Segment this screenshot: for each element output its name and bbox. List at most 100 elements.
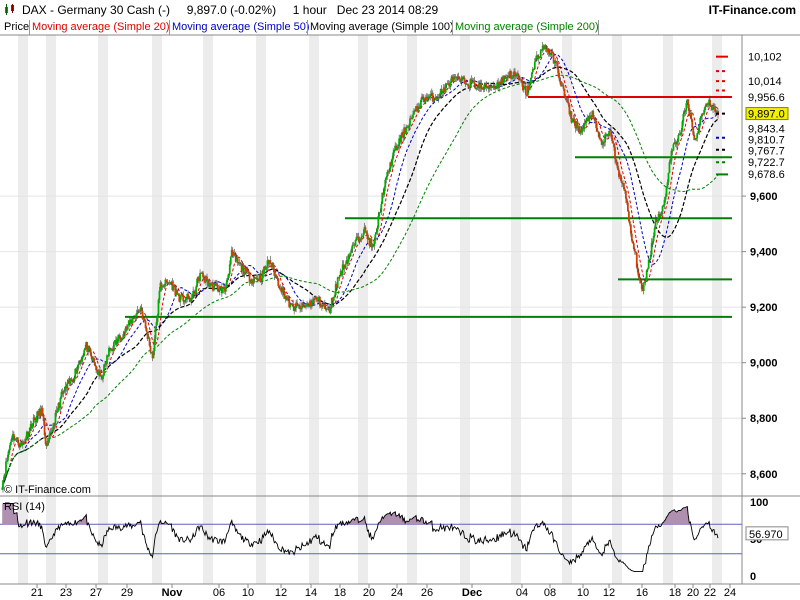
candle-body[interactable]	[14, 438, 17, 440]
candle-body[interactable]	[320, 304, 323, 307]
candle-body[interactable]	[364, 227, 367, 232]
candle-body[interactable]	[399, 138, 402, 143]
candle-body[interactable]	[76, 368, 79, 374]
candle-body[interactable]	[170, 281, 173, 283]
candle-body[interactable]	[434, 98, 437, 100]
candle-body[interactable]	[242, 265, 245, 275]
candle-body[interactable]	[95, 366, 97, 371]
candle-body[interactable]	[567, 101, 570, 105]
candle-body[interactable]	[470, 79, 473, 83]
candle-body[interactable]	[281, 287, 284, 293]
candle-body[interactable]	[144, 320, 147, 329]
candle-body[interactable]	[443, 87, 446, 93]
candle-body[interactable]	[272, 263, 275, 269]
candle-body[interactable]	[81, 356, 84, 362]
candle-body[interactable]	[487, 86, 490, 90]
candle-body[interactable]	[707, 104, 709, 106]
candle-body[interactable]	[550, 51, 553, 53]
candle-body[interactable]	[11, 433, 14, 438]
candle-body[interactable]	[663, 199, 666, 206]
candle-body[interactable]	[675, 143, 678, 145]
candle-body[interactable]	[167, 282, 170, 284]
ma100-line[interactable]	[1, 66, 719, 490]
candle-body[interactable]	[541, 45, 544, 50]
candle-body[interactable]	[422, 97, 425, 103]
candle-body[interactable]	[215, 283, 217, 285]
candle-body[interactable]	[265, 267, 268, 270]
candle-body[interactable]	[185, 299, 188, 301]
candle-body[interactable]	[510, 71, 512, 79]
candle-body[interactable]	[485, 82, 488, 88]
candle-body[interactable]	[22, 441, 25, 444]
legend-item-ma100[interactable]: Moving average (Simple 100)	[310, 21, 454, 33]
candle-body[interactable]	[441, 91, 444, 93]
candle-body[interactable]	[448, 84, 451, 87]
candle-body[interactable]	[498, 83, 501, 88]
candle-body[interactable]	[53, 423, 56, 426]
candle-body[interactable]	[418, 106, 420, 108]
candle-body[interactable]	[259, 274, 262, 281]
candle-body[interactable]	[653, 227, 656, 236]
candle-body[interactable]	[318, 296, 321, 306]
candle-body[interactable]	[338, 275, 341, 278]
candle-body[interactable]	[491, 86, 494, 88]
candle-body[interactable]	[273, 268, 276, 276]
candle-body[interactable]	[306, 303, 308, 306]
candle-body[interactable]	[181, 294, 184, 296]
candle-body[interactable]	[91, 356, 94, 361]
candle-body[interactable]	[346, 259, 349, 263]
candle-body[interactable]	[503, 76, 505, 83]
candle-body[interactable]	[696, 133, 699, 139]
candle-body[interactable]	[316, 296, 318, 301]
candle-body[interactable]	[641, 288, 644, 291]
candle-body[interactable]	[529, 77, 532, 85]
candle-body[interactable]	[654, 219, 657, 228]
candle-body[interactable]	[353, 244, 356, 246]
candle-body[interactable]	[497, 82, 500, 88]
candle-body[interactable]	[109, 348, 111, 351]
candle-body[interactable]	[451, 76, 454, 83]
candle-body[interactable]	[164, 279, 167, 286]
candle-body[interactable]	[200, 272, 202, 274]
candle-body[interactable]	[577, 126, 580, 129]
candle-body[interactable]	[291, 303, 294, 305]
candle-body[interactable]	[309, 300, 311, 306]
candle-body[interactable]	[113, 342, 115, 351]
candle-body[interactable]	[125, 326, 128, 330]
candle-body[interactable]	[531, 69, 534, 73]
candle-body[interactable]	[321, 304, 324, 306]
candle-body[interactable]	[202, 272, 204, 278]
candle-body[interactable]	[424, 96, 427, 102]
candle-body[interactable]	[591, 111, 594, 116]
candle-body[interactable]	[296, 302, 299, 306]
candle-body[interactable]	[157, 299, 160, 316]
candle-body[interactable]	[97, 370, 99, 375]
candle-body[interactable]	[678, 134, 681, 136]
candle-body[interactable]	[467, 84, 470, 88]
candle-body[interactable]	[256, 278, 259, 281]
candle-body[interactable]	[620, 175, 622, 181]
candle-body[interactable]	[583, 122, 586, 130]
candle-body[interactable]	[582, 127, 585, 130]
candle-body[interactable]	[106, 355, 108, 365]
candle-body[interactable]	[40, 407, 43, 416]
candle-body[interactable]	[597, 131, 600, 133]
candle-body[interactable]	[375, 232, 378, 235]
candle-body[interactable]	[524, 86, 527, 95]
candle-body[interactable]	[348, 254, 351, 257]
candle-body[interactable]	[379, 212, 382, 214]
candle-body[interactable]	[405, 127, 407, 134]
candle-body[interactable]	[608, 130, 610, 137]
candle-body[interactable]	[519, 79, 521, 81]
candle-body[interactable]	[390, 162, 393, 166]
candle-body[interactable]	[173, 284, 176, 287]
candle-body[interactable]	[255, 278, 258, 280]
candle-body[interactable]	[62, 391, 65, 394]
candle-body[interactable]	[430, 92, 433, 95]
candle-body[interactable]	[463, 77, 466, 84]
candle-body[interactable]	[692, 127, 695, 135]
candle-body[interactable]	[204, 279, 206, 283]
candle-body[interactable]	[354, 240, 357, 246]
candle-body[interactable]	[576, 121, 579, 129]
candle-body[interactable]	[499, 81, 502, 84]
